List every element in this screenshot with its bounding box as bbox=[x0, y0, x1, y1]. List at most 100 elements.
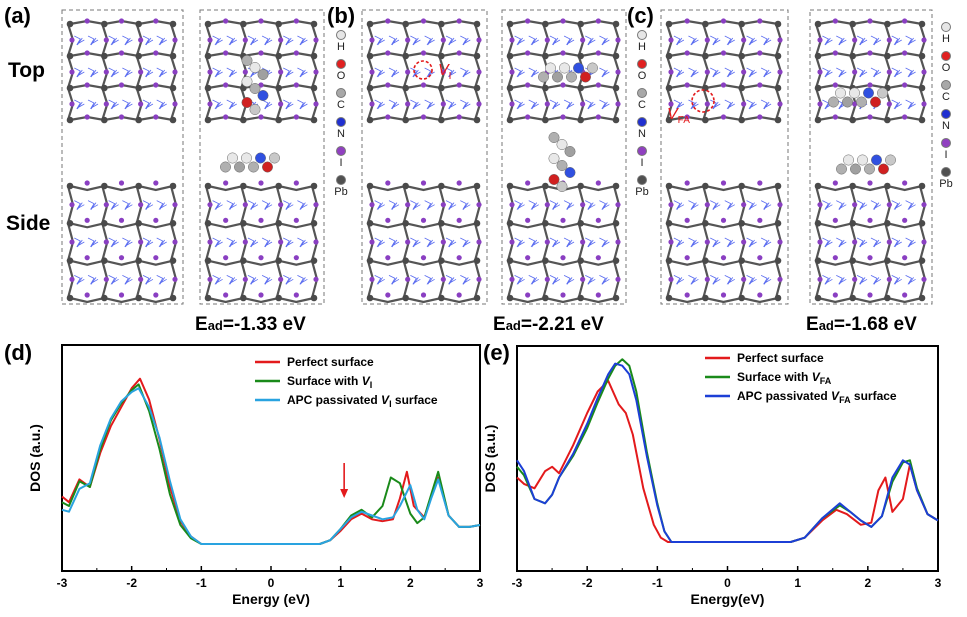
pb-atom bbox=[738, 257, 745, 264]
i-atom bbox=[84, 217, 90, 223]
molecule-atom bbox=[548, 153, 560, 164]
pb-atom bbox=[612, 182, 620, 190]
pb-atom bbox=[473, 182, 481, 190]
molecule-atom bbox=[849, 87, 860, 99]
legend-label: APC passivated VFA surface bbox=[737, 389, 897, 405]
i-atom bbox=[207, 202, 213, 208]
i-atom bbox=[921, 276, 927, 282]
molecule-atom bbox=[548, 132, 560, 143]
pb-atom bbox=[612, 220, 620, 227]
fa-cation bbox=[74, 99, 85, 110]
pb-atom bbox=[169, 84, 177, 92]
legend-symbol: I bbox=[944, 149, 948, 161]
legend-entry-n: N bbox=[631, 117, 653, 146]
pb-atom bbox=[438, 294, 445, 302]
i-atom bbox=[560, 18, 566, 24]
i-atom bbox=[867, 180, 873, 186]
atom-swatch bbox=[336, 117, 346, 127]
i-atom bbox=[668, 101, 674, 107]
fa-cation bbox=[108, 274, 119, 285]
fa-cation bbox=[87, 35, 99, 46]
y-axis-label: DOS (a.u.) bbox=[27, 424, 43, 492]
atom-swatch bbox=[637, 88, 647, 98]
fa-cation bbox=[108, 35, 119, 46]
pb-atom bbox=[774, 220, 782, 227]
i-atom bbox=[525, 292, 531, 298]
i-atom bbox=[456, 18, 462, 24]
i-atom bbox=[544, 101, 550, 107]
pb-atom bbox=[506, 294, 514, 302]
fa-cation bbox=[760, 274, 772, 285]
pb-atom bbox=[918, 182, 926, 190]
pb-atom bbox=[665, 20, 673, 28]
i-atom bbox=[832, 292, 838, 298]
fa-cation bbox=[445, 67, 457, 78]
legend-entry-i: I bbox=[330, 146, 352, 175]
i-atom bbox=[456, 180, 462, 186]
pb-atom bbox=[577, 20, 584, 28]
fa-cation bbox=[374, 237, 385, 248]
fa-cation bbox=[87, 67, 99, 78]
pb-atom bbox=[849, 52, 856, 60]
i-atom bbox=[668, 239, 674, 245]
cell-c-adsorbed-top-lattice bbox=[814, 18, 927, 124]
fa-cation bbox=[891, 35, 902, 46]
x-tick-label: 2 bbox=[864, 576, 871, 590]
apc-molecule-c-side bbox=[836, 154, 896, 175]
panel-label-c: (c) bbox=[627, 3, 654, 28]
i-atom bbox=[420, 50, 427, 56]
i-atom bbox=[420, 255, 427, 261]
i-atom bbox=[84, 114, 90, 120]
pb-atom bbox=[506, 182, 514, 190]
i-atom bbox=[741, 37, 747, 43]
i-atom bbox=[385, 180, 391, 186]
i-atom bbox=[138, 202, 144, 208]
pb-atom bbox=[402, 84, 409, 92]
pb-atom bbox=[438, 20, 445, 28]
atom-swatch bbox=[637, 59, 647, 69]
i-atom bbox=[258, 18, 264, 24]
pb-atom bbox=[169, 257, 177, 264]
row-label-side: Side bbox=[6, 212, 51, 235]
i-atom bbox=[118, 82, 125, 88]
x-axis-label: Energy (eV) bbox=[232, 591, 310, 607]
fa-cation bbox=[710, 237, 721, 248]
legend-entry-h: H bbox=[935, 22, 957, 51]
i-atom bbox=[456, 255, 462, 261]
i-atom bbox=[118, 217, 125, 223]
pb-atom bbox=[275, 220, 282, 227]
legend-symbol: Pb bbox=[334, 186, 348, 198]
i-atom bbox=[777, 239, 783, 245]
i-atom bbox=[886, 37, 892, 43]
i-atom bbox=[684, 255, 690, 261]
molecule-atom bbox=[248, 161, 259, 173]
i-atom bbox=[852, 101, 858, 107]
i-atom bbox=[385, 292, 391, 298]
pb-atom bbox=[665, 220, 673, 227]
fa-cation bbox=[226, 274, 237, 285]
i-atom bbox=[684, 82, 690, 88]
pb-atom bbox=[612, 52, 620, 60]
i-atom bbox=[153, 292, 159, 298]
fa-cation bbox=[388, 35, 400, 46]
fa-cation bbox=[445, 99, 457, 110]
i-atom bbox=[118, 114, 125, 120]
fa-cation bbox=[87, 200, 99, 210]
i-atom bbox=[902, 114, 908, 120]
i-atom bbox=[385, 255, 391, 261]
i-atom bbox=[509, 276, 515, 282]
i-atom bbox=[832, 114, 838, 120]
i-atom bbox=[668, 202, 674, 208]
apc-molecule-c-top bbox=[828, 87, 888, 108]
fa-cation bbox=[142, 99, 154, 110]
pb-atom bbox=[884, 116, 891, 124]
pb-atom bbox=[366, 52, 374, 60]
pb-atom bbox=[884, 182, 891, 190]
legend-symbol: O bbox=[941, 62, 951, 74]
pb-atom bbox=[310, 20, 318, 28]
apc-molecule-a-side bbox=[220, 152, 280, 173]
i-atom bbox=[615, 276, 621, 282]
fa-cation bbox=[870, 237, 882, 248]
pb-atom bbox=[814, 257, 822, 264]
apc-molecule-a-top bbox=[241, 55, 269, 115]
